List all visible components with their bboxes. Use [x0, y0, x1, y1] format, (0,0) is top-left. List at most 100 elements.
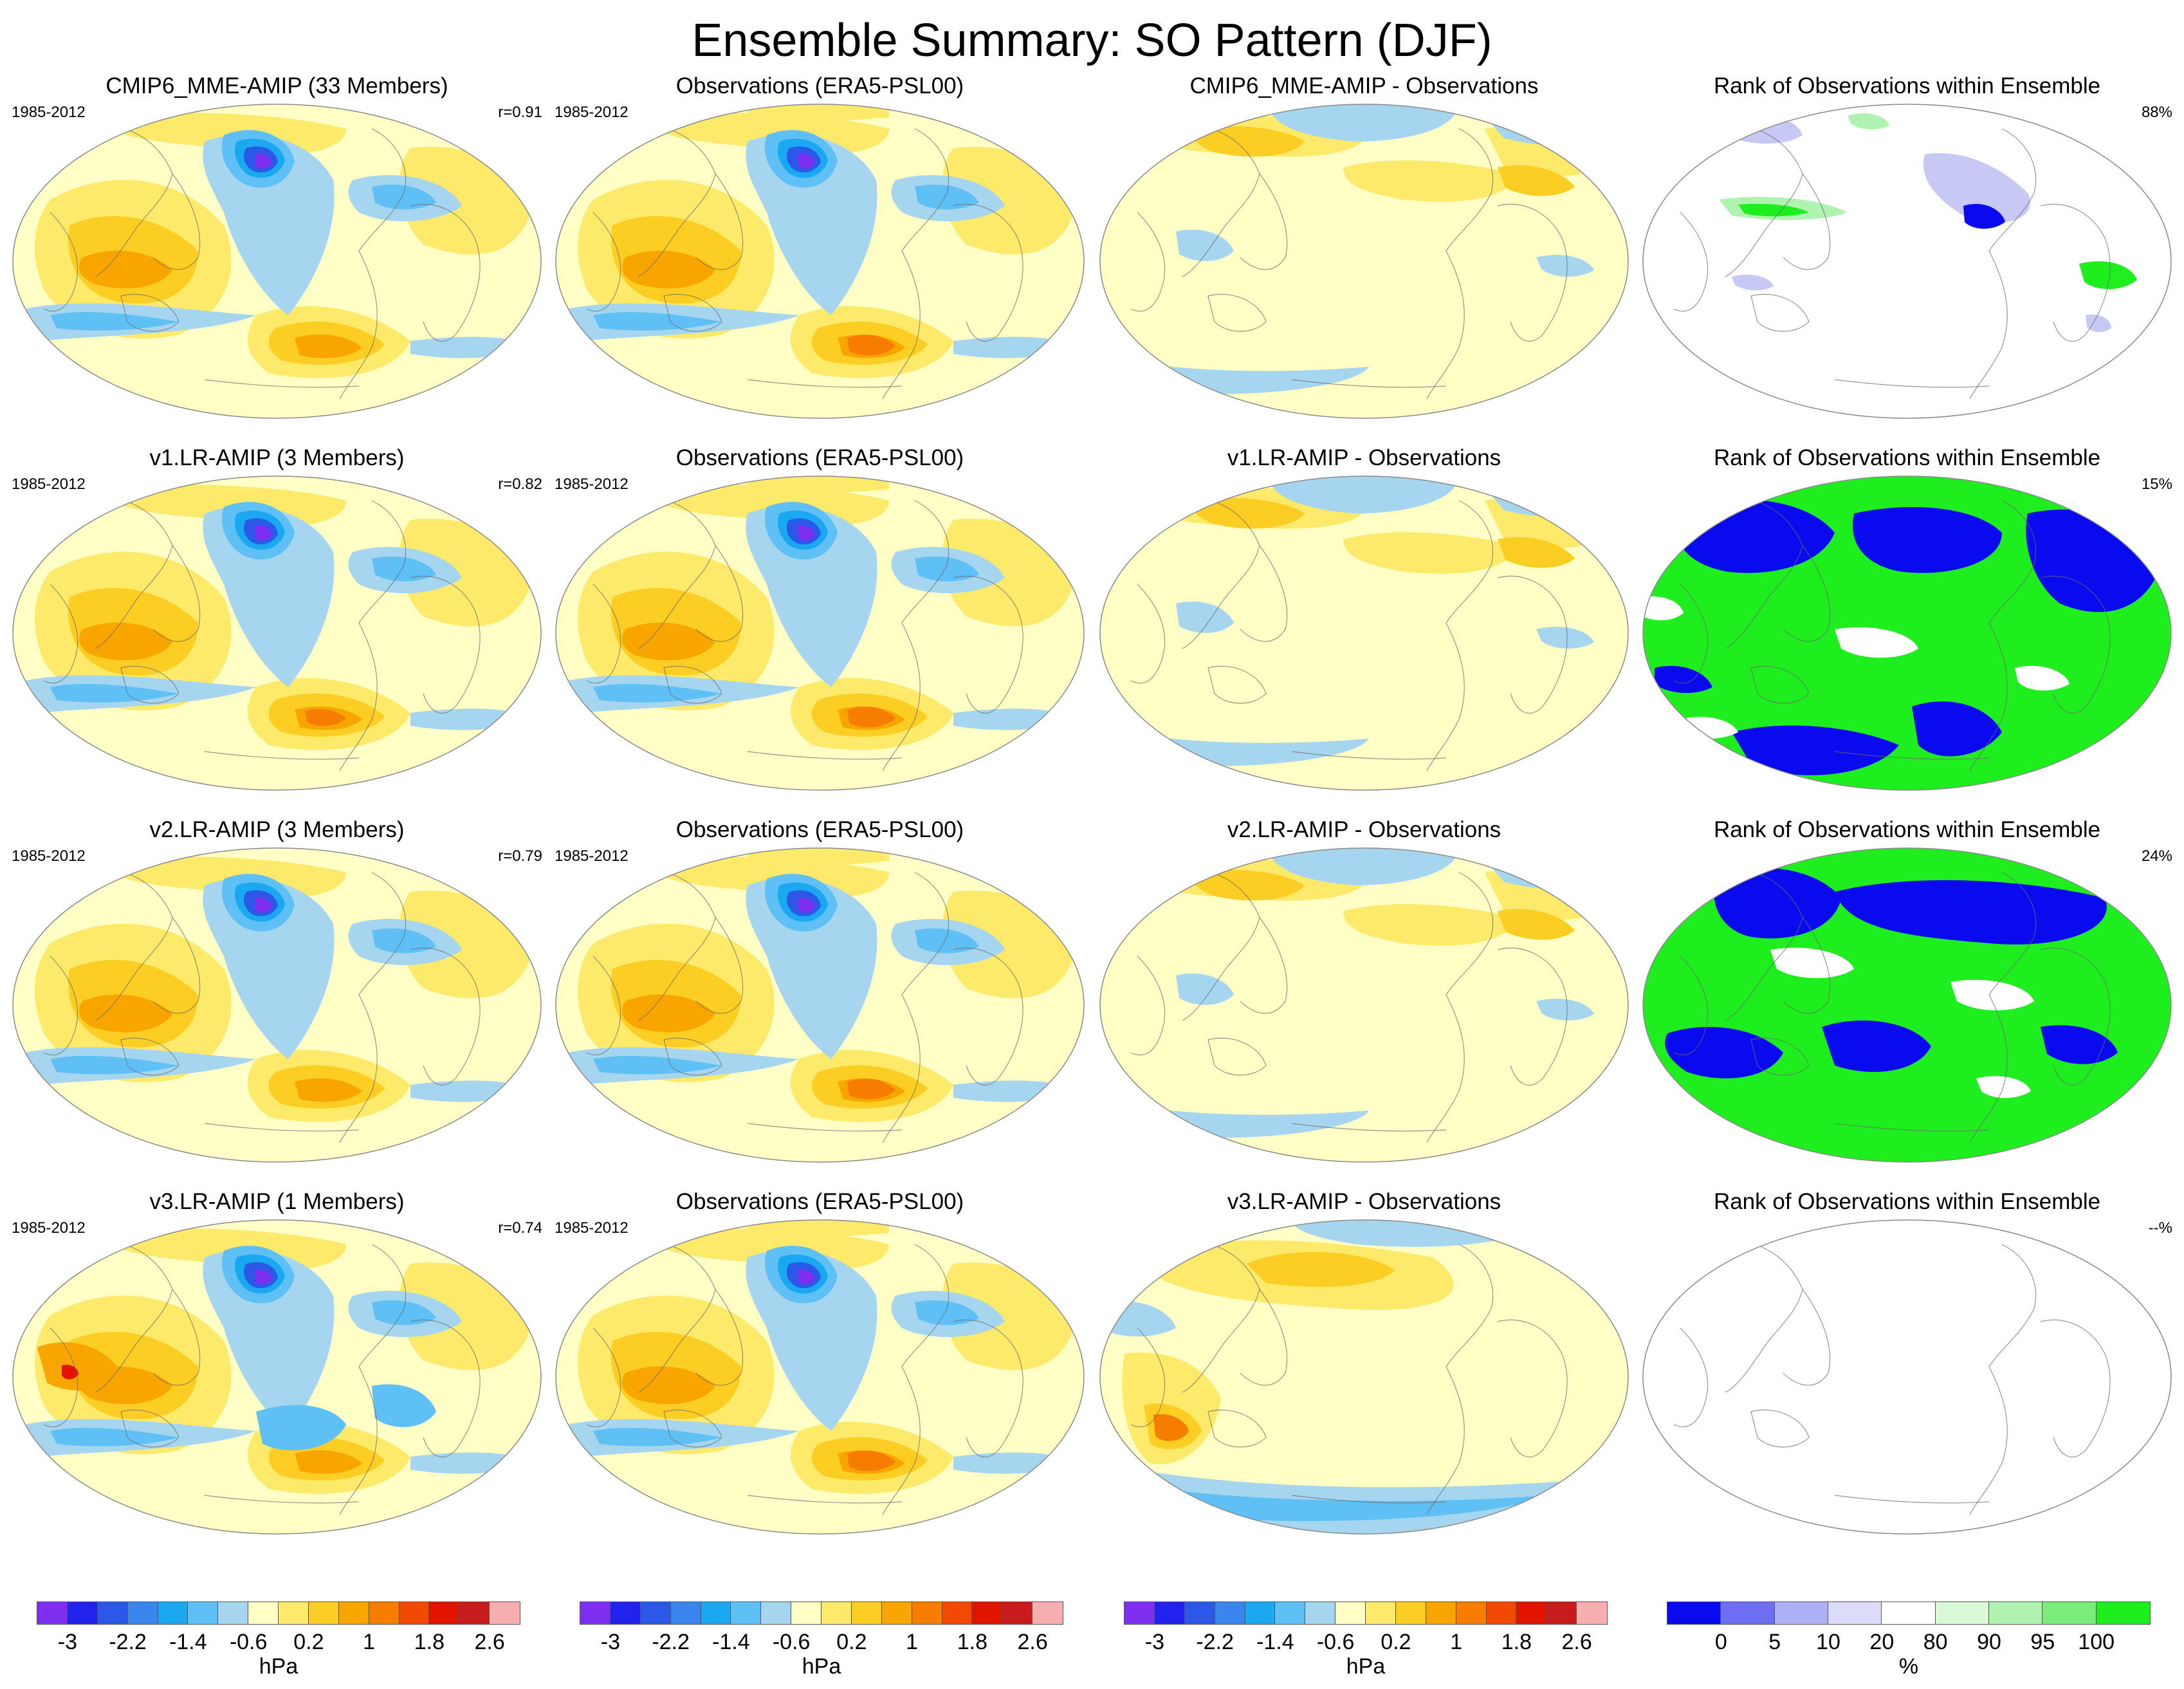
- coastline: [339, 500, 407, 771]
- colorbar-swatch: [1486, 1602, 1517, 1624]
- rank-map: [1642, 847, 2172, 1163]
- rank-panel-title: Rank of Observations within Ensemble: [1713, 817, 2101, 842]
- colorbar-tick-label: -3: [57, 1630, 77, 1654]
- field-contour: [255, 526, 271, 541]
- field-contour: [915, 1300, 979, 1325]
- field-contour: [622, 994, 715, 1033]
- colorbar-unit: hPa: [1346, 1654, 1386, 1679]
- field-contour: [1923, 153, 2030, 223]
- coastline: [1783, 917, 1831, 1014]
- coastline: [410, 203, 481, 342]
- colorbar-swatch: [188, 1602, 219, 1624]
- coastline: [2040, 947, 2111, 1085]
- correlation-label: r=0.79: [498, 847, 542, 865]
- field-contour: [1714, 867, 1841, 939]
- coastline: [95, 1242, 173, 1393]
- field-contour: [2041, 1025, 2118, 1064]
- colorbar-swatch: [670, 1602, 701, 1624]
- colorbar-tick-label: -0.6: [1316, 1630, 1355, 1654]
- model-panel-title: CMIP6_MME-AMIP (33 Members): [106, 73, 448, 98]
- coastline: [1130, 1327, 1166, 1428]
- coastline: [695, 545, 744, 642]
- coastline: [95, 127, 173, 277]
- period-label: 1985-2012: [555, 1219, 629, 1237]
- coastline: [1182, 499, 1260, 649]
- coastline: [1834, 1495, 1990, 1504]
- coastline: [1130, 955, 1166, 1056]
- field-contour: [1247, 1251, 1395, 1287]
- field-contour: [1732, 725, 1899, 775]
- field-contour: [372, 1384, 436, 1427]
- coastline: [1207, 665, 1267, 704]
- coastline: [204, 1495, 360, 1504]
- field-contour: [915, 928, 979, 954]
- colorbar-tick-label: -1.4: [169, 1630, 207, 1654]
- field-contour: [798, 154, 814, 169]
- colorbar-swatch: [912, 1602, 942, 1624]
- colorbar-swatch: [1395, 1602, 1426, 1624]
- coastline: [663, 1409, 722, 1448]
- field-contour: [748, 1220, 889, 1237]
- model-panel-title: v1.LR-AMIP (3 Members): [149, 445, 405, 470]
- diff-map: [1099, 1219, 1629, 1535]
- coastline: [663, 665, 722, 704]
- map-outline: [1642, 847, 2172, 1163]
- field-contour: [1536, 255, 1594, 277]
- coastline: [120, 1409, 179, 1448]
- field-contour: [1176, 229, 1234, 261]
- coastline: [1182, 1242, 1260, 1393]
- coastline: [586, 1327, 621, 1428]
- colorbar-swatch: [2042, 1602, 2097, 1624]
- colorbar-unit: hPa: [259, 1654, 298, 1679]
- field-contour: [847, 706, 895, 728]
- field-contour: [255, 898, 271, 913]
- coastline: [586, 212, 621, 312]
- model-map: [12, 1219, 542, 1535]
- coastline: [1240, 545, 1288, 642]
- coastline: [1426, 872, 1494, 1143]
- field-contour: [50, 683, 179, 703]
- field-contour: [256, 1405, 346, 1450]
- colorbar-swatch: [1667, 1602, 1721, 1624]
- field-contour: [746, 878, 877, 1059]
- field-contour: [1193, 870, 1305, 901]
- correlation-label: r=0.82: [498, 475, 542, 493]
- colorbar-tick-label: 2.6: [474, 1630, 505, 1654]
- period-label: 1985-2012: [12, 847, 86, 865]
- map-outline: [555, 1219, 1085, 1535]
- field-contour: [1732, 274, 1774, 291]
- colorbar-tick-label: -3: [1144, 1630, 1164, 1654]
- colorbar-swatch: [158, 1602, 188, 1624]
- field-contour: [1738, 203, 1809, 217]
- field-contour: [622, 1366, 715, 1405]
- colorbar-swatch: [338, 1602, 369, 1624]
- coastline: [1834, 751, 1990, 760]
- colorbar-swatch: [1245, 1602, 1276, 1624]
- colorbar-swatch: [610, 1602, 641, 1624]
- field-contour: [953, 1452, 1076, 1474]
- colorbar-tick-label: -2.2: [1196, 1630, 1234, 1654]
- field-contour: [1912, 701, 2002, 757]
- coastline: [695, 917, 744, 1014]
- colorbar-swatch: [2096, 1602, 2150, 1624]
- obs-panel-title: Observations (ERA5-PSL00): [675, 817, 964, 842]
- map-background: [1643, 1220, 2171, 1534]
- map-outline: [555, 104, 1085, 419]
- hpa-colorbar: [580, 1601, 1063, 1625]
- field-contour: [1770, 947, 1854, 979]
- coastline: [1750, 665, 1810, 704]
- colorbar-tick-label: 1: [363, 1630, 376, 1654]
- field-contour: [798, 526, 814, 541]
- obs-panel-title: Observations (ERA5-PSL00): [675, 1189, 964, 1214]
- colorbar-swatch: [1426, 1602, 1456, 1624]
- coastline: [695, 1289, 744, 1386]
- coastline: [747, 751, 903, 760]
- coastline: [43, 955, 78, 1056]
- colorbar-tick-label: -1.4: [712, 1630, 750, 1654]
- model-map: [12, 104, 542, 419]
- coastline: [339, 872, 407, 1143]
- colorbar-tick-label: 1.8: [414, 1630, 445, 1654]
- field-contour: [1822, 1020, 1931, 1072]
- colorbar-tick-label: 0.2: [293, 1630, 324, 1654]
- colorbar-swatch: [1002, 1602, 1033, 1624]
